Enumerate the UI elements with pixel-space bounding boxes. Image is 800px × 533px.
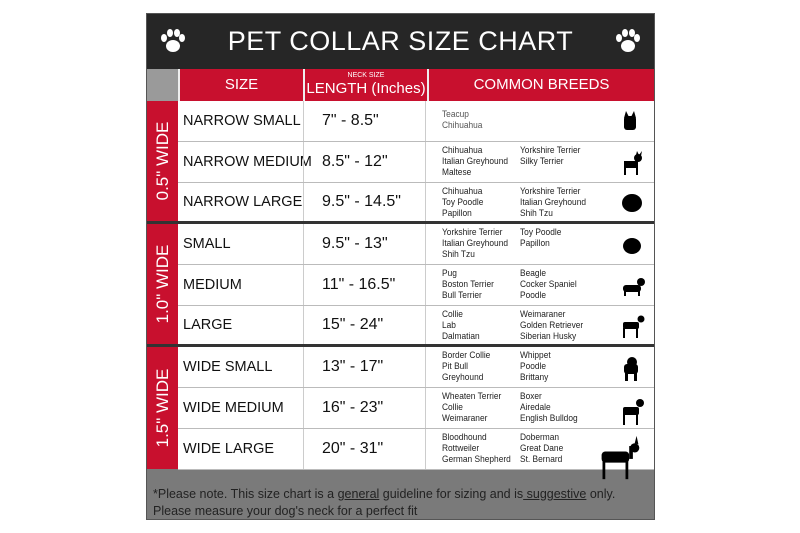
header-neck-size: NECK SIZE (347, 72, 385, 79)
dog-silhouette-icon (622, 194, 642, 212)
breeds-col-1: Wheaten Terrier Collie Weimaraner (442, 391, 502, 424)
size-cell: NARROW SMALL (183, 113, 301, 129)
length-cell: 9.5" - 13" (303, 224, 426, 264)
table-row: NARROW SMALL 7" - 8.5" Teacup Chihuahua (178, 101, 654, 142)
breeds-col-2: Whippet Poodle Brittany (520, 350, 551, 383)
size-cell: WIDE SMALL (183, 359, 273, 375)
length-cell: 8.5" - 12" (303, 142, 426, 182)
length-cell: 16" - 23" (303, 388, 426, 428)
breeds-col-1: Chihuahua Toy Poodle Papillon (442, 186, 484, 219)
header-corner (147, 69, 178, 101)
length-cell: 20" - 31" (303, 429, 426, 469)
dog-silhouette-icon (624, 111, 636, 130)
table-row: WIDE SMALL 13" - 17" Border Collie Pit B… (178, 347, 654, 388)
dog-silhouette-icon (623, 238, 641, 254)
size-cell: NARROW LARGE (183, 194, 303, 210)
length-cell: 13" - 17" (303, 347, 426, 387)
breeds-col-2: Weimaraner Golden Retriever Siberian Hus… (520, 309, 584, 342)
size-cell: WIDE MEDIUM (183, 400, 284, 416)
breeds-col-2: Boxer Airedale English Bulldog (520, 391, 578, 424)
breeds-col-2: Doberman Great Dane St. Bernard (520, 432, 564, 465)
size-cell: MEDIUM (183, 277, 242, 293)
size-chart: PET COLLAR SIZE CHART SIZE NECK SIZE LEN… (146, 13, 655, 520)
breeds-col-1: Teacup Chihuahua (442, 109, 483, 131)
table-row: WIDE LARGE 20" - 31" Bloodhound Rottweil… (178, 429, 654, 480)
dog-silhouette-icon (623, 278, 645, 296)
dog-silhouette-icon (601, 435, 640, 480)
length-cell: 11" - 16.5" (303, 265, 426, 305)
footer-note: *Please note. This size chart is a gener… (153, 487, 616, 518)
length-cell: 9.5" - 14.5" (303, 183, 426, 221)
size-cell: NARROW MEDIUM (183, 154, 312, 170)
dog-silhouette-icon (624, 151, 642, 175)
dog-silhouette-icon (623, 399, 644, 425)
size-cell: SMALL (183, 236, 231, 252)
paw-icon (161, 29, 185, 52)
breeds-col-1: Pug Boston Terrier Bull Terrier (442, 268, 494, 301)
paw-icon (616, 29, 640, 52)
group-label: 0.5" WIDE (147, 101, 178, 224)
breeds-col-2: Yorkshire Terrier Italian Greyhound Shih… (520, 186, 586, 219)
dog-silhouette-icon (623, 315, 645, 338)
group-label: 1.0" WIDE (147, 224, 178, 347)
size-cell: WIDE LARGE (183, 441, 275, 457)
table-row: NARROW LARGE 9.5" - 14.5" Chihuahua Toy … (178, 183, 654, 224)
breeds-col-1: Border Collie Pit Bull Greyhound (442, 350, 491, 383)
breeds-col-2: Toy Poodle Papillon (520, 227, 562, 249)
header-breeds: COMMON BREEDS (427, 69, 654, 101)
header-length: NECK SIZE LENGTH (Inches) (303, 69, 427, 101)
table-row: SMALL 9.5" - 13" Yorkshire Terrier Itali… (178, 224, 654, 265)
table-row: WIDE MEDIUM 16" - 23" Wheaten Terrier Co… (178, 388, 654, 429)
size-cell: LARGE (183, 317, 233, 333)
table-row: LARGE 15" - 24" Collie Lab Dalmatian Wei… (178, 306, 654, 347)
header-size: SIZE (178, 69, 303, 101)
breeds-col-1: Collie Lab Dalmatian (442, 309, 480, 342)
breeds-col-1: Yorkshire Terrier Italian Greyhound Shih… (442, 227, 508, 260)
length-cell: 7" - 8.5" (303, 101, 426, 141)
chart-title: PET COLLAR SIZE CHART (147, 14, 654, 69)
breeds-col-2: Yorkshire Terrier Silky Terrier (520, 145, 581, 167)
table-row: NARROW MEDIUM 8.5" - 12" Chihuahua Itali… (178, 142, 654, 183)
breeds-col-1: Chihuahua Italian Greyhound Maltese (442, 145, 508, 178)
length-cell: 15" - 24" (303, 306, 426, 344)
table-row: MEDIUM 11" - 16.5" Pug Boston Terrier Bu… (178, 265, 654, 306)
header-length-label: LENGTH (Inches) (306, 80, 426, 97)
dog-silhouette-icon (624, 357, 638, 381)
group-label: 1.5" WIDE (147, 347, 178, 469)
breeds-col-2: Beagle Cocker Spaniel Poodle (520, 268, 577, 301)
breeds-col-1: Bloodhound Rottweiler German Shepherd (442, 432, 511, 465)
